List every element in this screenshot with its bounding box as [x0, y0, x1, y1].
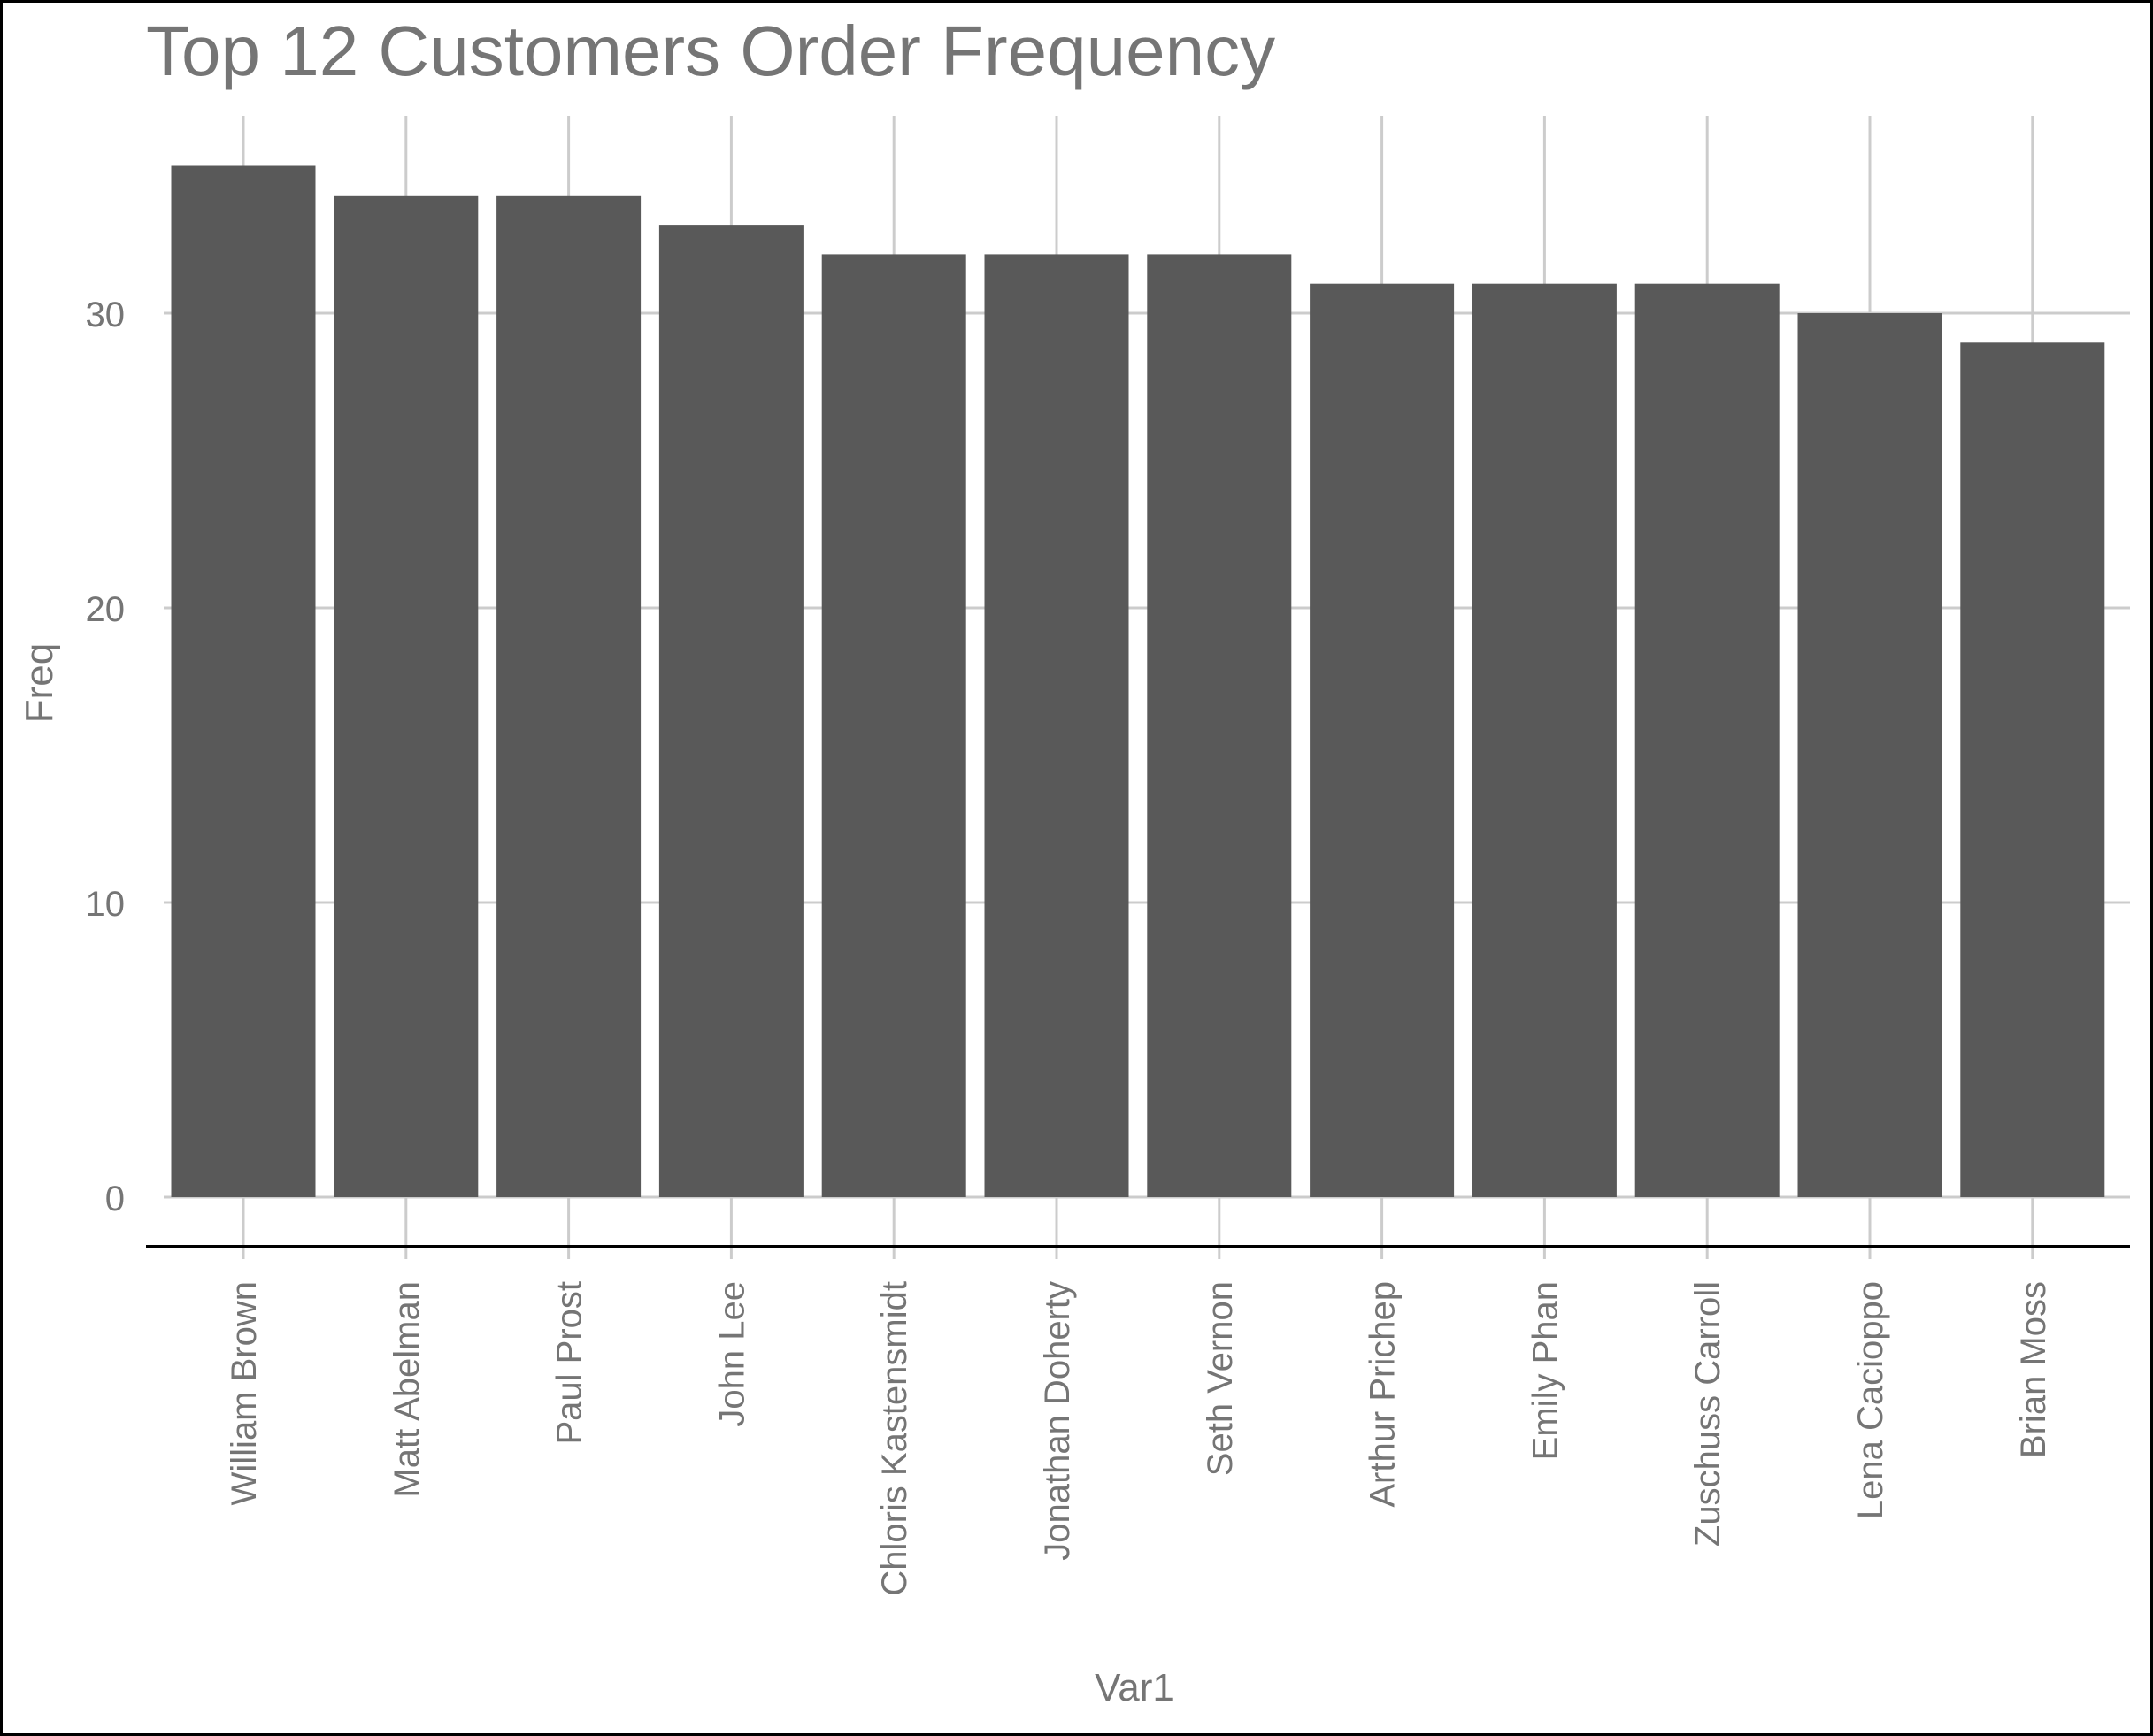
bar — [1310, 283, 1455, 1198]
bar — [1147, 254, 1292, 1197]
bar — [1472, 283, 1617, 1198]
x-tick-label: Brian Moss — [2014, 1281, 2053, 1458]
bars — [171, 165, 2105, 1198]
x-tick-label: John Lee — [712, 1281, 751, 1427]
bar — [658, 225, 804, 1198]
x-tick-label: Chloris Kastensmidt — [875, 1281, 914, 1596]
x-axis-label: Var1 — [1095, 1666, 1174, 1709]
x-tick-label: Arthur Prichep — [1364, 1281, 1403, 1508]
x-tick-label: Emily Phan — [1526, 1281, 1565, 1460]
chart-title: Top 12 Customers Order Frequency — [146, 12, 1275, 90]
x-tick-label: Lena Cacioppo — [1851, 1281, 1890, 1519]
bar — [1797, 313, 1942, 1197]
y-tick-label: 20 — [86, 590, 126, 629]
bar-chart: 0 10 20 30 William Brown Matt Abelman Paul Pr… — [18, 12, 2130, 1709]
y-tick-label: 0 — [105, 1179, 125, 1218]
bar — [334, 195, 479, 1197]
bar — [1634, 283, 1780, 1198]
bar — [1960, 342, 2105, 1197]
bar — [171, 165, 316, 1197]
bar — [821, 254, 966, 1197]
y-tick-label: 10 — [86, 885, 126, 924]
x-tick-label: Jonathan Doherty — [1038, 1281, 1077, 1561]
x-tick-label: Paul Prost — [550, 1281, 589, 1445]
x-tick-labels: William Brown Matt Abelman Paul Prost John … — [225, 1281, 2053, 1596]
y-tick-labels: 0 10 20 30 — [86, 296, 126, 1218]
x-tick-label: Matt Abelman — [388, 1281, 427, 1498]
y-axis-label: Freq — [18, 643, 61, 723]
x-tick-label: William Brown — [225, 1281, 264, 1505]
x-tick-label: Zuschuss Carroll — [1688, 1281, 1727, 1547]
x-tick-label: Seth Vernon — [1201, 1281, 1240, 1476]
bar — [984, 254, 1129, 1197]
bar — [496, 195, 642, 1197]
y-tick-label: 30 — [86, 296, 126, 334]
